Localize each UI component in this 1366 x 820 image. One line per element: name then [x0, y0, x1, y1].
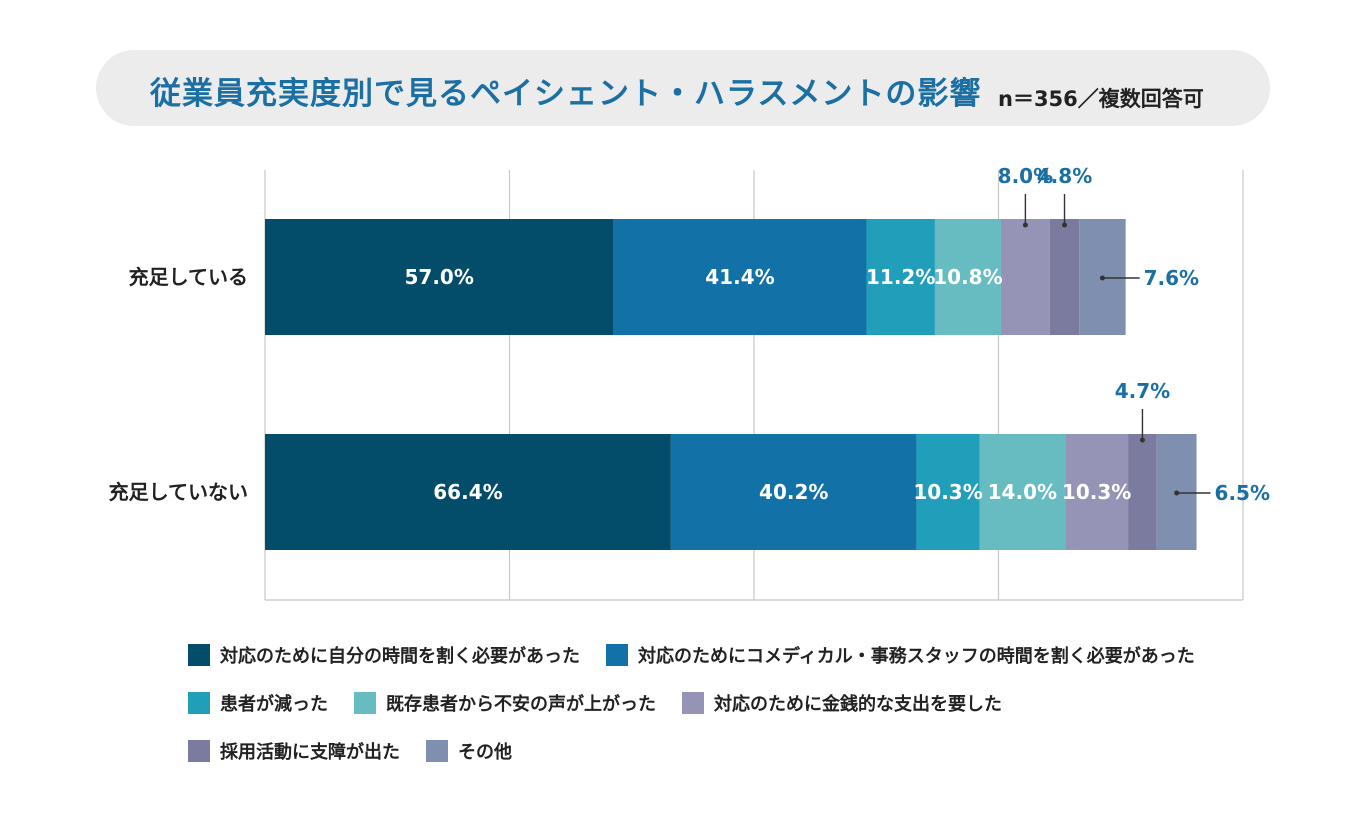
- legend-label: 対応のために自分の時間を割く必要があった: [220, 646, 580, 667]
- legend-swatch: [188, 644, 210, 666]
- bar-segment: [934, 219, 1001, 335]
- sample-note: n＝356／複数回答可: [998, 87, 1204, 111]
- data-label: 41.4%: [705, 265, 774, 289]
- legend-swatch: [188, 740, 210, 762]
- category-label: 充足している: [129, 265, 248, 289]
- bar-segment: [613, 219, 867, 335]
- data-label: 7.6%: [1144, 266, 1199, 290]
- legend-row: 患者が減った 既存患者から不安の声が上がった 対応のために金銭的な支出を要した: [188, 688, 1308, 718]
- leader-dot: [1062, 222, 1068, 228]
- leader-dot: [1022, 222, 1028, 228]
- legend-item: 対応のためにコメディカル・事務スタッフの時間を割く必要があった: [606, 642, 1195, 668]
- bar-segment: [1128, 434, 1157, 550]
- bar-segment: [1065, 434, 1129, 550]
- legend-label: 対応のためにコメディカル・事務スタッフの時間を割く必要があった: [638, 646, 1195, 667]
- category-label: 充足していない: [109, 480, 248, 504]
- leader-dot: [1099, 275, 1105, 281]
- legend-item: 対応のために金銭的な支出を要した: [682, 690, 1002, 716]
- legend-item: 既存患者から不安の声が上がった: [354, 690, 656, 716]
- data-label: 4.8%: [1037, 164, 1092, 188]
- data-label: 11.2%: [866, 265, 935, 289]
- legend: 対応のために自分の時間を割く必要があった 対応のためにコメディカル・事務スタッフの…: [188, 640, 1308, 784]
- title-banner: [96, 50, 1270, 126]
- legend-item: その他: [426, 738, 512, 764]
- stacked-bar-chart: 充足している 57.0% 41.4% 11.2%10.8% 8.0%4.8% 7.6% 充足…: [109, 164, 1270, 601]
- data-label: 10.8%: [933, 265, 1002, 289]
- legend-item: 対応のために自分の時間を割く必要があった: [188, 642, 580, 668]
- bar-segment: [670, 434, 917, 550]
- bar-segment: [265, 434, 671, 550]
- legend-label: その他: [458, 742, 512, 763]
- legend-label: 患者が減った: [220, 694, 328, 715]
- chart-title: 従業員充実度別で見るペイシェント・ハラスメントの影響: [150, 76, 982, 112]
- legend-row: 対応のために自分の時間を割く必要があった 対応のためにコメディカル・事務スタッフの…: [188, 640, 1308, 670]
- legend-swatch: [354, 692, 376, 714]
- bar-segment: [1049, 219, 1080, 335]
- legend-row: 採用活動に支障が出た その他: [188, 736, 1308, 766]
- legend-swatch: [682, 692, 704, 714]
- legend-swatch: [426, 740, 448, 762]
- legend-swatch: [188, 692, 210, 714]
- bar-segment: [866, 219, 935, 335]
- data-label: 8.0%: [998, 164, 1053, 188]
- data-label: 10.3%: [913, 480, 982, 504]
- data-label: 4.7%: [1115, 379, 1170, 403]
- legend-label: 対応のために金銭的な支出を要した: [714, 694, 1002, 715]
- data-label: 10.3%: [1062, 480, 1131, 504]
- data-label: 66.4%: [433, 480, 502, 504]
- bar-segment: [979, 434, 1066, 550]
- bar-segment: [916, 434, 980, 550]
- legend-label: 採用活動に支障が出た: [220, 742, 400, 763]
- data-label: 14.0%: [988, 480, 1057, 504]
- legend-swatch: [606, 644, 628, 666]
- data-label: 57.0%: [405, 265, 474, 289]
- data-label: 40.2%: [759, 480, 828, 504]
- leader-dot: [1139, 437, 1145, 443]
- legend-label: 既存患者から不安の声が上がった: [386, 694, 656, 715]
- data-label: 6.5%: [1215, 481, 1270, 505]
- legend-item: 患者が減った: [188, 690, 328, 716]
- bar-segment: [265, 219, 614, 335]
- leader-dot: [1174, 490, 1180, 496]
- bar-segment: [1000, 219, 1050, 335]
- legend-item: 採用活動に支障が出た: [188, 738, 400, 764]
